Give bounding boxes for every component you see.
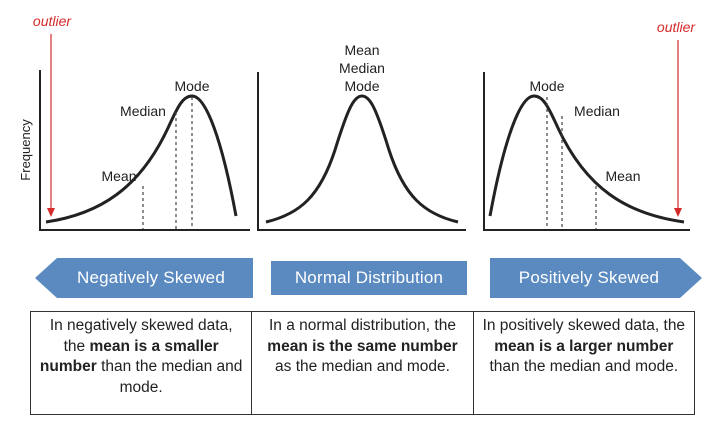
positive-outlier-arrowhead bbox=[674, 208, 682, 217]
description-table: In negatively skewed data, the mean is a… bbox=[30, 311, 695, 415]
positive-skew-panel: Mode Median Mean outlier bbox=[483, 19, 696, 231]
negative-axis bbox=[39, 70, 250, 231]
normal-distribution-banner: Normal Distribution bbox=[271, 261, 467, 295]
negative-curve bbox=[45, 94, 238, 224]
normal-mode-label: Mode bbox=[344, 78, 379, 94]
distribution-diagram: Frequency Mode Median Mean outlier Mean … bbox=[18, 13, 696, 231]
normal-axis bbox=[257, 72, 466, 231]
positive-skew-banner-label: Positively Skewed bbox=[518, 268, 660, 287]
positive-mean-label: Mean bbox=[605, 168, 640, 184]
negative-skew-panel: Mode Median Mean outlier bbox=[33, 13, 250, 231]
negative-mode-label: Mode bbox=[174, 78, 209, 94]
positive-outlier-label: outlier bbox=[657, 19, 696, 35]
normal-curve bbox=[265, 94, 459, 224]
normal-mean-label: Mean bbox=[344, 42, 379, 58]
left-arrow-shape bbox=[35, 258, 253, 298]
negative-outlier-label: outlier bbox=[33, 13, 72, 29]
positive-description: In positively skewed data, the mean is a… bbox=[472, 312, 694, 414]
frequency-axis-label: Frequency bbox=[18, 119, 33, 181]
positive-axis bbox=[483, 72, 690, 231]
positive-skew-banner: Positively Skewed bbox=[490, 258, 702, 298]
positive-curve bbox=[488, 94, 685, 224]
negative-description: In negatively skewed data, the mean is a… bbox=[39, 317, 243, 396]
negative-median-label: Median bbox=[120, 103, 166, 119]
negative-outlier-arrowhead bbox=[47, 208, 55, 217]
positive-median-label: Median bbox=[574, 103, 620, 119]
negative-skew-banner-label: Negatively Skewed bbox=[77, 268, 225, 287]
normal-description: In a normal distribution, the mean is th… bbox=[251, 312, 472, 414]
normal-median-label: Median bbox=[339, 60, 385, 76]
normal-distribution-banner-label: Normal Distribution bbox=[294, 268, 444, 287]
negative-skew-banner: Negatively Skewed bbox=[35, 258, 253, 298]
negative-mean-label: Mean bbox=[101, 168, 136, 184]
normal-panel: Mean Median Mode bbox=[257, 42, 466, 231]
positive-mode-label: Mode bbox=[529, 78, 564, 94]
right-arrow-shape bbox=[490, 258, 702, 298]
